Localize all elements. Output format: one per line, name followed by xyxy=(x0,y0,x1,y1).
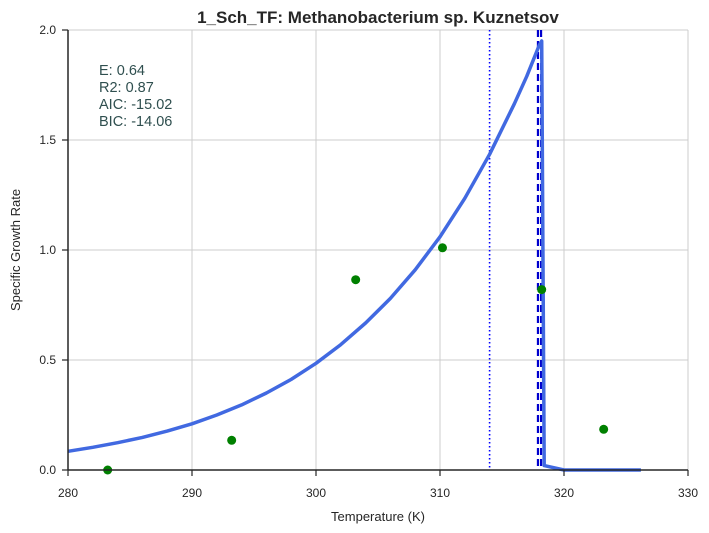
stat-bic: BIC: -14.06 xyxy=(99,114,172,130)
tick-labels: 280 290 300 310 320 330 0.0 0.5 1.0 1.5 2.0 xyxy=(39,23,698,500)
data-point-3 xyxy=(437,243,447,253)
grid xyxy=(67,29,689,471)
y-tick-label-1: 0.5 xyxy=(39,353,56,367)
y-tick-label-4: 2.0 xyxy=(39,23,56,37)
data-point-2 xyxy=(351,275,361,285)
y-tick-label-0: 0.0 xyxy=(39,463,56,477)
x-tick-label-0: 280 xyxy=(58,486,78,500)
y-axis-label: Specific Growth Rate xyxy=(8,189,23,311)
x-tick-label-4: 320 xyxy=(554,486,574,500)
y-tick-label-2: 1.0 xyxy=(39,243,56,257)
x-tick-label-2: 300 xyxy=(306,486,326,500)
stat-e: E: 0.64 xyxy=(99,63,145,79)
reference-lines xyxy=(488,30,543,470)
x-tick-label-3: 310 xyxy=(430,486,450,500)
fit-curve xyxy=(67,39,641,472)
data-point-4 xyxy=(537,285,547,295)
data-points xyxy=(103,243,609,475)
fit-curve-layer xyxy=(67,39,641,472)
chart-title: 1_Sch_TF: Methanobacterium sp. Kuznetsov xyxy=(197,8,559,27)
axes xyxy=(62,29,689,476)
x-tick-label-5: 330 xyxy=(678,486,698,500)
y-tick-label-3: 1.5 xyxy=(39,133,56,147)
stat-aic: AIC: -15.02 xyxy=(99,97,172,113)
data-point-1 xyxy=(227,435,237,445)
data-point-5 xyxy=(599,424,609,434)
stat-r2: R2: 0.87 xyxy=(99,80,154,96)
x-tick-label-1: 290 xyxy=(182,486,202,500)
x-axis-label: Temperature (K) xyxy=(331,509,425,524)
